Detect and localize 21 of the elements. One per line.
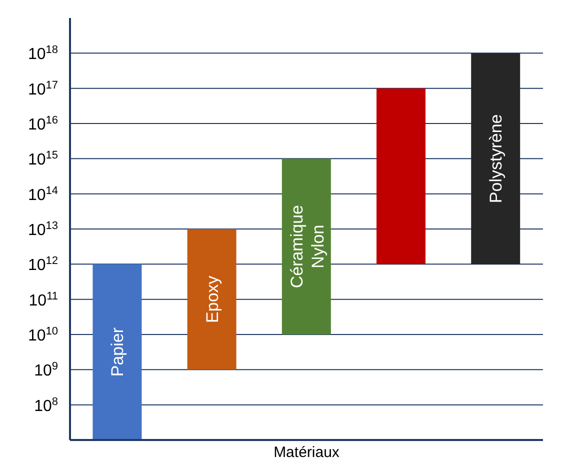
x-tick-label: Epoxy xyxy=(202,275,222,323)
bar xyxy=(376,88,426,264)
y-tick-label: 10$^{15}$ xyxy=(28,150,58,169)
y-tick-label: 10$^{9}$ xyxy=(34,360,58,380)
x-tick-label: Polystyrène xyxy=(486,114,506,204)
bar xyxy=(282,158,331,334)
y-tick-label: 10$^{11}$ xyxy=(28,290,58,310)
bar xyxy=(471,53,520,264)
x-axis-title: Matériaux xyxy=(272,444,340,461)
y-tick-label: 10$^{12}$ xyxy=(28,255,58,274)
y-tick-label: 10$^{13}$ xyxy=(28,220,58,239)
x-tick-label: Papier xyxy=(108,327,128,377)
y-tick-label: 10$^{18}$ xyxy=(28,44,58,64)
y-tick-label: 10$^{10}$ xyxy=(28,326,58,344)
bar xyxy=(92,264,142,440)
bar xyxy=(187,229,236,370)
y-tick-label: 10$^{16}$ xyxy=(28,114,58,134)
y-tick-label: 10$^{8}$ xyxy=(34,396,58,415)
y-tick-label: 10$^{17}$ xyxy=(28,79,58,98)
x-tick-label: Céramique Nylon xyxy=(287,205,328,288)
y-tick-label: 10$^{14}$ xyxy=(28,184,58,204)
